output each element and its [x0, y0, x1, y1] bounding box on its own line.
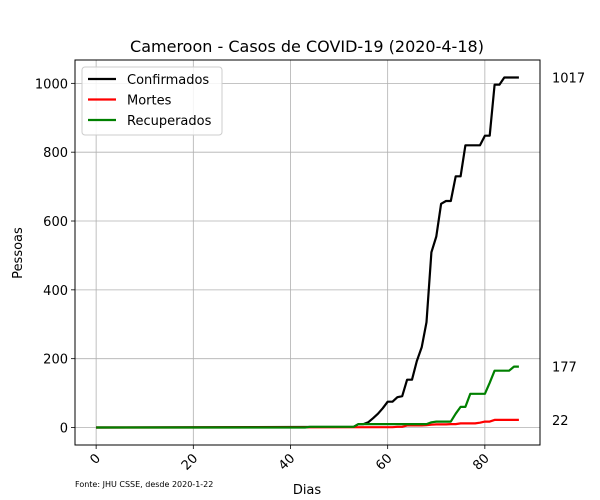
end-label-mortes: 22: [552, 414, 569, 429]
end-label-confirmados: 1017: [552, 72, 585, 87]
y-tick-label: 200: [43, 353, 68, 368]
legend: Confirmados Mortes Recuperados: [81, 66, 223, 136]
legend-label-recuperados: Recuperados: [127, 114, 212, 129]
x-axis-label: Dias: [293, 483, 322, 498]
y-tick-label: 400: [43, 284, 68, 299]
chart-title: Cameroon - Casos de COVID-19 (2020-4-18): [130, 37, 484, 56]
y-tick-label: 800: [43, 146, 68, 161]
series-line-mortes: [96, 418, 519, 429]
source-note: Fonte: JHU CSSE, desde 2020-1-22: [75, 480, 213, 489]
y-axis-ticks: 0 200 400 600 800 1000: [35, 77, 75, 437]
legend-box: [81, 66, 223, 136]
series-line-recuperados: [96, 365, 519, 429]
y-tick-label: 1000: [35, 77, 68, 92]
y-tick-label: 600: [43, 215, 68, 230]
series-end-labels: 1017 22 177: [552, 72, 585, 429]
grid-lines: [75, 60, 540, 445]
legend-label-confirmados: Confirmados: [127, 73, 209, 88]
plot-frame: [74, 59, 541, 446]
y-axis-label: Pessoas: [11, 227, 26, 279]
series-line-confirmados: [96, 76, 519, 429]
end-label-recuperados: 177: [552, 361, 577, 376]
y-tick-label: 0: [60, 422, 68, 437]
legend-label-mortes: Mortes: [127, 94, 172, 109]
data-series: [96, 76, 519, 429]
